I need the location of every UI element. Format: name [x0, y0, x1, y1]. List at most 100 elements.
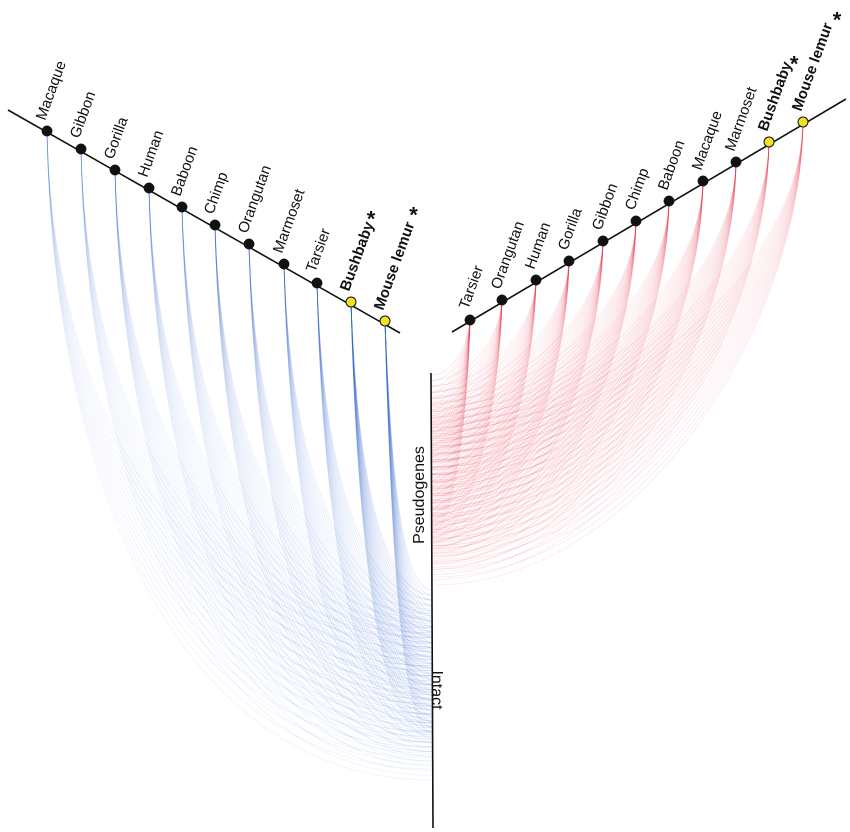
right-link-baboon: [431, 200, 670, 496]
right-link-human: [431, 279, 537, 426]
right-link-marmoset: [431, 161, 737, 575]
right-label-marmoset: Marmoset: [722, 84, 761, 153]
right-link-mouse-lemur: [431, 121, 804, 452]
left-link-baboon: [181, 206, 433, 733]
left-link-macaque: [46, 130, 433, 781]
left-link-baboon: [181, 206, 433, 695]
left-label-tarsier: Tarsier: [303, 226, 334, 274]
right-link-orangutan: [431, 299, 503, 495]
right-link-macaque: [431, 180, 704, 481]
right-link-gibbon: [431, 240, 604, 423]
left-link-gibbon: [80, 148, 433, 688]
right-link-gorilla: [431, 260, 570, 529]
left-link-mouse-lemur: [384, 320, 433, 707]
right-link-orangutan: [431, 299, 503, 450]
left-link-orangutan: [248, 243, 433, 610]
right-link-macaque: [431, 180, 704, 502]
right-node-chimp: [630, 215, 642, 227]
left-link-orangutan: [248, 243, 433, 727]
left-node-marmoset: [278, 258, 290, 270]
right-link-baboon: [431, 200, 670, 510]
left-link-macaque: [46, 130, 433, 748]
right-link-marmoset: [431, 161, 737, 454]
left-link-orangutan: [248, 243, 433, 744]
left-link-mouse-lemur: [384, 320, 433, 681]
right-link-marmoset: [431, 161, 737, 439]
left-link-baboon: [181, 206, 433, 657]
left-link-orangutan: [248, 243, 433, 643]
right-node-bushbaby: [763, 136, 775, 148]
right-link-tarsier: [431, 319, 471, 446]
right-link-gibbon: [431, 240, 604, 456]
left-link-tarsier: [316, 282, 433, 636]
left-link-baboon: [181, 206, 433, 705]
right-link-orangutan: [431, 299, 503, 482]
right-link-bushbaby: [431, 141, 770, 549]
right-link-tarsier: [431, 319, 471, 522]
left-link-gorilla: [114, 169, 433, 686]
left-link-marmoset: [283, 263, 433, 700]
left-link-chimp: [214, 224, 433, 673]
right-link-human: [431, 279, 537, 491]
right-link-baboon: [431, 200, 670, 490]
right-link-gorilla: [431, 260, 570, 438]
left-link-mouse-lemur: [384, 320, 433, 649]
right-link-tarsier: [431, 319, 471, 475]
left-link-macaque: [46, 130, 433, 638]
right-link-gibbon: [431, 240, 604, 541]
right-link-orangutan: [431, 299, 503, 520]
right-link-chimp: [431, 220, 637, 474]
left-link-gibbon: [80, 148, 433, 645]
left-link-tarsier: [316, 282, 433, 714]
left-link-bushbaby: [350, 301, 433, 664]
right-link-mouse-lemur: [431, 121, 804, 476]
left-link-mouse-lemur: [384, 320, 433, 644]
right-link-gorilla: [431, 260, 570, 470]
right-link-gibbon: [431, 240, 604, 489]
left-link-macaque: [46, 130, 433, 770]
right-panel-links: [431, 121, 804, 586]
right-link-bushbaby: [431, 141, 770, 486]
left-link-tarsier: [316, 282, 433, 600]
left-link-chimp: [214, 224, 433, 698]
left-link-bushbaby: [350, 301, 433, 601]
right-label-macaque: Macaque: [689, 109, 726, 173]
right-node-macaque: [697, 175, 709, 187]
right-link-gorilla: [431, 260, 570, 457]
right-link-gorilla: [431, 260, 570, 516]
left-star-mouse-lemur: *: [409, 202, 418, 227]
right-link-gibbon: [431, 240, 604, 449]
right-link-mouse-lemur: [431, 121, 804, 491]
left-link-bushbaby: [350, 301, 433, 717]
right-link-gibbon: [431, 240, 604, 410]
left-link-tarsier: [316, 282, 433, 608]
left-link-mouse-lemur: [384, 320, 433, 607]
left-link-bushbaby: [350, 301, 433, 606]
right-link-baboon: [431, 200, 670, 414]
left-link-tarsier: [316, 282, 433, 729]
left-link-mouse-lemur: [384, 320, 433, 612]
right-link-gorilla: [431, 260, 570, 444]
left-link-orangutan: [248, 243, 433, 618]
right-link-bushbaby: [431, 141, 770, 455]
right-link-chimp: [431, 220, 637, 409]
left-label-gibbon: Gibbon: [67, 89, 100, 140]
right-node-human: [530, 274, 542, 286]
left-link-macaque: [46, 130, 433, 759]
left-link-marmoset: [283, 263, 433, 724]
left-node-baboon: [176, 201, 188, 213]
left-link-mouse-lemur: [384, 320, 433, 623]
left-link-chimp: [214, 224, 433, 657]
left-link-chimp: [214, 224, 433, 623]
right-link-gorilla: [431, 260, 570, 497]
left-link-mouse-lemur: [384, 320, 433, 702]
left-link-gorilla: [114, 169, 433, 695]
right-link-tarsier: [431, 319, 471, 382]
left-link-gibbon: [80, 148, 433, 732]
left-link-chimp: [214, 224, 433, 648]
right-link-orangutan: [431, 299, 503, 532]
left-link-mouse-lemur: [384, 320, 433, 654]
left-link-marmoset: [283, 263, 433, 661]
right-link-mouse-lemur: [431, 121, 804, 523]
right-link-baboon: [431, 200, 670, 442]
